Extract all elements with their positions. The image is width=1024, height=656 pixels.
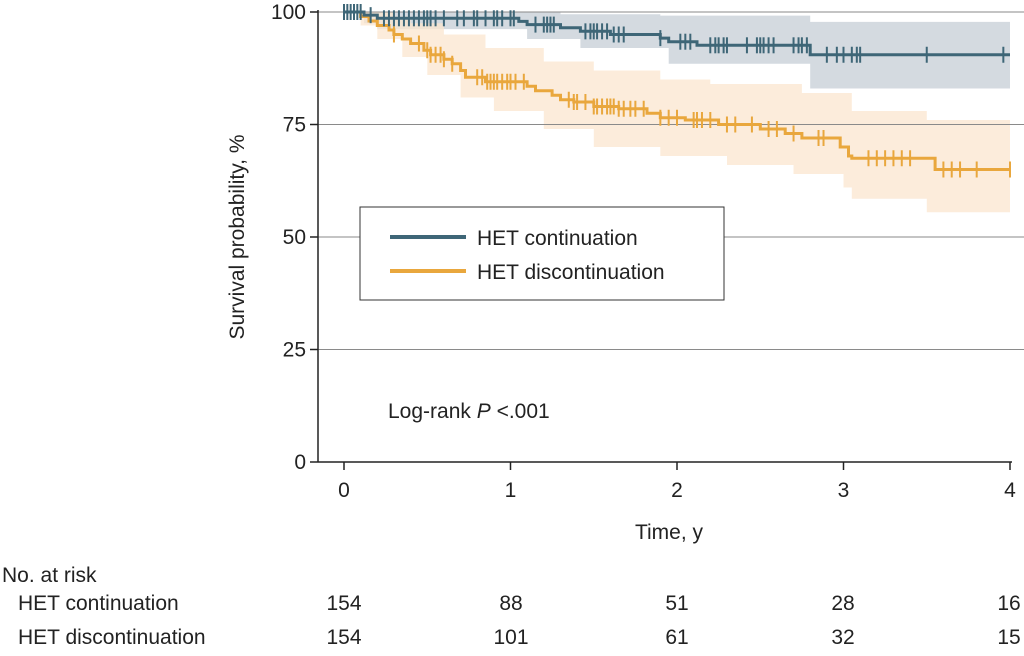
x-tick-label: 3 bbox=[838, 479, 850, 502]
at-risk-count: 16 bbox=[997, 592, 1021, 615]
at-risk-count: 61 bbox=[665, 626, 689, 649]
log-rank-annotation: Log-rank P <.001 bbox=[388, 400, 550, 423]
y-tick-label: 100 bbox=[271, 1, 306, 24]
survival-line-1 bbox=[344, 10, 1010, 171]
x-tick-label: 4 bbox=[1004, 479, 1016, 502]
at-risk-count: 32 bbox=[831, 626, 855, 649]
legend: HET continuation HET discontinuation bbox=[359, 206, 725, 301]
at-risk-header: No. at risk bbox=[2, 564, 97, 587]
y-tick-label: 0 bbox=[294, 451, 306, 474]
y-axis-label: Survival probability, % bbox=[226, 134, 249, 339]
survival-line-0 bbox=[344, 10, 1010, 57]
axes: 0 25 50 75 100 0 1 2 3 4 bbox=[271, 1, 1016, 502]
censor-marks bbox=[343, 4, 1011, 178]
at-risk-count: 51 bbox=[665, 592, 689, 615]
at-risk-row-discontinuation: HET discontinuation 154 101 61 32 15 bbox=[0, 626, 1024, 656]
at-risk-label: HET discontinuation bbox=[18, 626, 206, 649]
x-tick-label: 2 bbox=[671, 479, 683, 502]
at-risk-count: 15 bbox=[997, 626, 1021, 649]
legend-label-continuation: HET continuation bbox=[477, 227, 638, 250]
x-tick-label: 1 bbox=[505, 479, 517, 502]
ci-band-0 bbox=[344, 12, 1010, 89]
at-risk-count: 28 bbox=[831, 592, 855, 615]
at-risk-count: 154 bbox=[326, 592, 362, 615]
at-risk-count: 88 bbox=[499, 592, 523, 615]
at-risk-count: 154 bbox=[326, 626, 362, 649]
at-risk-row-continuation: HET continuation 154 88 51 28 16 bbox=[0, 592, 1024, 622]
y-tick-label: 25 bbox=[283, 339, 306, 362]
y-tick-label: 75 bbox=[283, 114, 306, 137]
survival-curves bbox=[344, 10, 1010, 171]
at-risk-label: HET continuation bbox=[18, 592, 179, 615]
legend-label-discontinuation: HET discontinuation bbox=[477, 261, 665, 284]
at-risk-count: 101 bbox=[493, 626, 529, 649]
x-tick-label: 0 bbox=[338, 479, 350, 502]
x-axis-label: Time, y bbox=[635, 521, 704, 544]
legend-box bbox=[359, 206, 725, 301]
at-risk-table: No. at risk HET continuation 154 88 51 2… bbox=[0, 560, 1024, 656]
y-tick-label: 50 bbox=[283, 226, 306, 249]
